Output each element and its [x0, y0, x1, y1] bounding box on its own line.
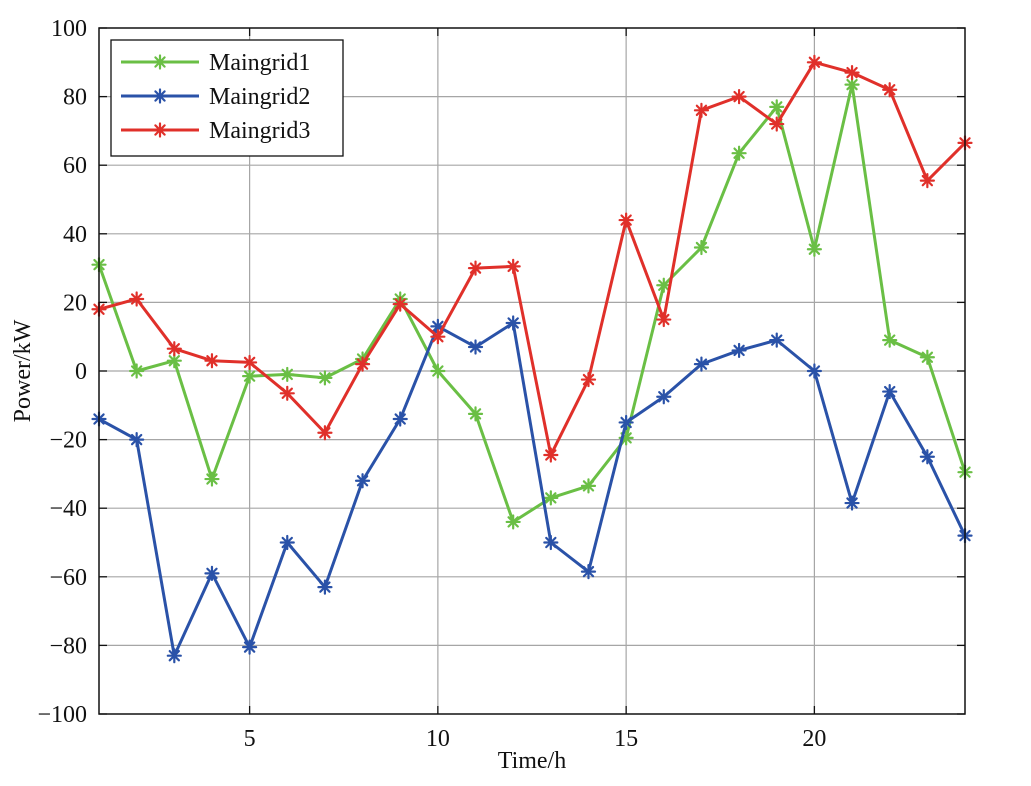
legend-label: Maingrid3 [209, 118, 310, 144]
y-tick-label: 40 [63, 222, 87, 248]
data-point [354, 356, 371, 372]
data-point [204, 565, 220, 581]
legend-marker [152, 54, 168, 70]
axis-ticks [99, 27, 965, 715]
data-point [505, 315, 521, 331]
series-layer [91, 54, 973, 664]
data-point [430, 363, 446, 379]
y-tick-label: −60 [49, 565, 87, 591]
data-point [543, 534, 559, 551]
data-point [844, 76, 860, 93]
data-point [844, 64, 860, 81]
data-point [505, 514, 521, 530]
data-point [242, 639, 258, 655]
data-point [129, 291, 145, 307]
data-point [166, 341, 182, 357]
data-point [467, 406, 484, 422]
data-point [693, 356, 710, 372]
series-maingrid1 [91, 76, 973, 530]
data-point [731, 145, 747, 161]
data-point [919, 349, 935, 365]
y-tick-label: 60 [63, 153, 87, 179]
data-point [580, 478, 597, 494]
series-maingrid3 [91, 54, 973, 463]
data-point [769, 99, 785, 115]
data-point [806, 241, 822, 257]
series-line [97, 83, 967, 524]
y-tick-label: 80 [63, 85, 87, 111]
data-point [505, 258, 521, 274]
data-point [656, 277, 672, 293]
legend-item: Maingrid3 [121, 118, 310, 144]
series-maingrid2 [91, 315, 973, 664]
legend-item: Maingrid2 [121, 84, 310, 110]
data-point [129, 432, 145, 448]
y-tick-label: −20 [49, 428, 87, 454]
data-point [618, 414, 634, 431]
y-tick-label: −40 [49, 496, 87, 522]
data-point [580, 564, 597, 580]
data-point [317, 579, 333, 595]
data-point [844, 495, 860, 511]
y-tick-label: 20 [63, 290, 87, 316]
data-point [279, 366, 295, 383]
data-point [430, 329, 446, 345]
data-point [317, 425, 333, 441]
data-point [769, 332, 785, 348]
data-point [806, 54, 822, 70]
data-point [919, 449, 935, 465]
data-point [543, 490, 559, 506]
series-line [98, 321, 967, 658]
data-point [354, 473, 371, 489]
y-tick-label: 100 [51, 16, 87, 42]
legend-label: Maingrid1 [209, 50, 310, 76]
x-tick-label: 5 [244, 726, 256, 752]
data-point [882, 82, 898, 98]
data-point [392, 296, 408, 312]
tick-labels: 5 10 15 20 −100 −80 −60 −40 −20 0 20 40 60 80 100 [37, 16, 826, 752]
y-tick-label: −100 [37, 702, 87, 728]
data-point [731, 88, 747, 105]
y-tick-label: −80 [49, 633, 87, 659]
legend-marker [152, 88, 168, 104]
data-point [769, 116, 785, 132]
x-tick-label: 10 [426, 726, 450, 752]
x-tick-label: 20 [802, 726, 826, 752]
data-point [242, 354, 258, 371]
legend-item: Maingrid1 [121, 50, 310, 76]
data-point [806, 363, 822, 379]
data-point [882, 383, 898, 400]
data-point [656, 389, 672, 405]
x-axis-label: Time/h [498, 748, 566, 774]
data-point [279, 385, 295, 401]
data-point [279, 534, 295, 551]
data-point [693, 102, 710, 118]
legend-label: Maingrid2 [209, 84, 310, 110]
data-point [919, 173, 935, 189]
data-point [693, 239, 710, 256]
data-point [618, 212, 634, 228]
x-tick-label: 15 [614, 726, 638, 752]
y-tick-label: 0 [75, 359, 87, 385]
data-point [242, 368, 258, 384]
data-point [392, 411, 408, 427]
legend-box [110, 39, 344, 157]
legend: Maingrid1 Maingrid2 Maingrid3 [110, 39, 344, 157]
data-point [204, 353, 220, 369]
data-point [543, 447, 559, 463]
data-point [317, 370, 333, 386]
data-point [129, 363, 145, 379]
data-point [580, 371, 597, 388]
y-axis-label: Power/kW [10, 319, 36, 422]
data-point [166, 353, 182, 369]
data-point [467, 260, 484, 276]
data-point [166, 648, 182, 664]
data-point [731, 342, 747, 359]
legend-marker [152, 122, 168, 138]
data-point [656, 311, 672, 328]
data-point [204, 471, 220, 487]
data-point [467, 339, 484, 355]
data-point [882, 332, 898, 348]
